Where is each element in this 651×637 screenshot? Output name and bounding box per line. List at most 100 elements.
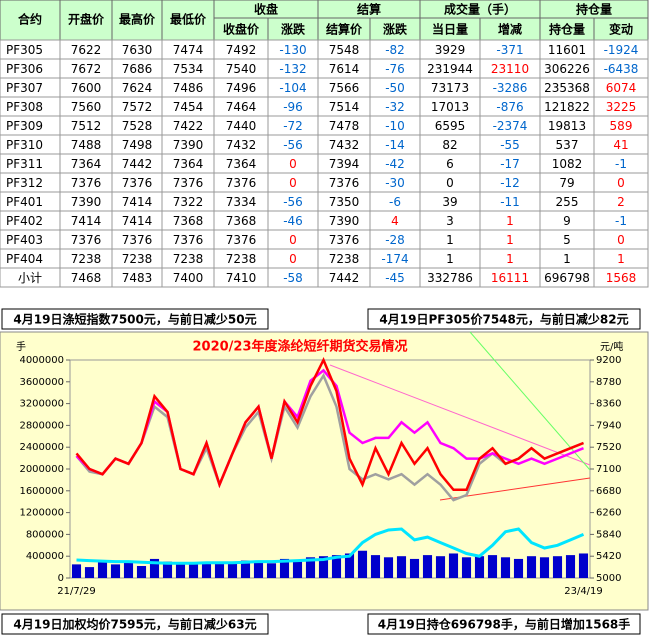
table-value: 1: [563, 252, 571, 266]
table-value: 3929: [435, 43, 466, 57]
y-tick-label: 400000: [26, 551, 64, 562]
table-value: 7512: [71, 119, 102, 133]
y2-tick-label: 7100: [596, 464, 621, 475]
table-value: 7322: [173, 195, 204, 209]
y-tick-label: 4000000: [19, 355, 64, 366]
table-value: 7376: [329, 233, 360, 247]
table-value: 7376: [173, 233, 204, 247]
table-value: PF309: [6, 119, 43, 133]
table-value: 7600: [71, 81, 102, 95]
table-value: 7442: [122, 157, 153, 171]
trend-line: [469, 331, 591, 471]
table-value: 小计: [18, 271, 42, 285]
volume-bar: [266, 563, 277, 578]
table-value: -12: [500, 176, 520, 190]
table-value: 7364: [173, 157, 204, 171]
table-value: 7390: [71, 195, 102, 209]
volume-bar: [422, 555, 433, 578]
table-value: 1: [506, 214, 514, 228]
table-value: 7376: [226, 176, 257, 190]
volume-bar: [253, 561, 264, 578]
note: 4月19日持仓696798手，与前日增加1568手: [378, 617, 631, 632]
table-value: 7442: [329, 271, 360, 285]
table-value: -58: [283, 271, 303, 285]
table-value: 7468: [71, 271, 102, 285]
table-value: 7630: [122, 43, 153, 57]
note-box: [1, 613, 269, 635]
table-value: 73173: [431, 81, 469, 95]
note: 4月19日涤短指数7500元，与前日减少50元: [13, 312, 256, 327]
table-value: 6: [446, 157, 454, 171]
volume-bar: [227, 562, 238, 578]
table-value: PF401: [6, 195, 43, 209]
volume-bar: [487, 555, 498, 578]
table-value: -104: [279, 81, 306, 95]
column-header: 涨跌: [383, 22, 408, 37]
table-value: -6: [389, 195, 401, 209]
table-value: -1: [615, 157, 627, 171]
table-value: 7492: [226, 43, 257, 57]
table-value: 0: [289, 176, 297, 190]
table-value: 1: [617, 252, 625, 266]
table-value: -1924: [604, 43, 639, 57]
y-tick-label: 3200000: [19, 399, 64, 410]
table-value: 7622: [71, 43, 102, 57]
table-value: 6595: [435, 119, 466, 133]
plot: 0 400000 800000 1200000 1600000 2000000 240000…: [19, 355, 621, 597]
table-value: 7238: [226, 252, 257, 266]
column-header: 合约: [18, 12, 42, 27]
table-value: 7364: [71, 157, 102, 171]
table-cell: [593, 267, 649, 288]
table-value: PF311: [6, 157, 43, 171]
table-value: 7376: [329, 176, 360, 190]
x-tick-label: 21/7/29: [57, 586, 96, 597]
y2-tick-label: 6680: [596, 486, 621, 497]
table-value: -371: [496, 43, 523, 57]
table-value: PF308: [6, 100, 43, 114]
table-value: 82: [442, 138, 457, 152]
table-value: 121822: [544, 100, 590, 114]
table-value: 79: [559, 176, 574, 190]
y-tick-label: 2400000: [19, 442, 64, 453]
table-value: 7368: [173, 214, 204, 228]
table-value: 7376: [122, 176, 153, 190]
volume-bar: [214, 563, 225, 578]
volume-bar: [344, 553, 355, 578]
table-value: -17: [500, 157, 520, 171]
y-tick-label: 3600000: [19, 377, 64, 388]
table-value: 41: [613, 138, 628, 152]
table-value: -32: [385, 100, 405, 114]
series-line: [75, 357, 584, 492]
column-header: 收盘价: [223, 22, 260, 37]
y2-tick-label: 5840: [596, 529, 621, 540]
table-value: 7368: [226, 214, 257, 228]
chart-title: 2020/23年度涤纶短纤期货交易情况: [192, 339, 407, 355]
table-value: 7422: [173, 119, 204, 133]
table-value: -72: [283, 119, 303, 133]
y-tick-label: 2000000: [19, 464, 64, 475]
y2-tick-label: 8780: [596, 377, 621, 388]
column-header: 最高价: [119, 12, 156, 27]
table-value: 7566: [329, 81, 360, 95]
table-value: 7400: [173, 271, 204, 285]
table-value: 696798: [544, 271, 590, 285]
volume-bar: [435, 556, 446, 578]
table-value: -3286: [493, 81, 528, 95]
table-value: 23110: [491, 62, 529, 76]
table-value: 4: [391, 214, 399, 228]
volume-bar: [474, 556, 485, 578]
table-value: 7572: [122, 100, 153, 114]
table-value: 7394: [329, 157, 360, 171]
volume-bar: [292, 561, 303, 578]
table-value: 7376: [226, 233, 257, 247]
table-value: 7376: [71, 233, 102, 247]
column-header: 持仓量: [549, 22, 585, 37]
group-header: 持仓量: [576, 2, 612, 17]
volume-bar: [201, 561, 212, 578]
table-value: -56: [283, 195, 303, 209]
table-value: 7498: [122, 138, 153, 152]
table-value: 7528: [122, 119, 153, 133]
table-value: -130: [279, 43, 306, 57]
column-header: 变动: [609, 22, 633, 37]
volume-bar: [383, 557, 394, 578]
